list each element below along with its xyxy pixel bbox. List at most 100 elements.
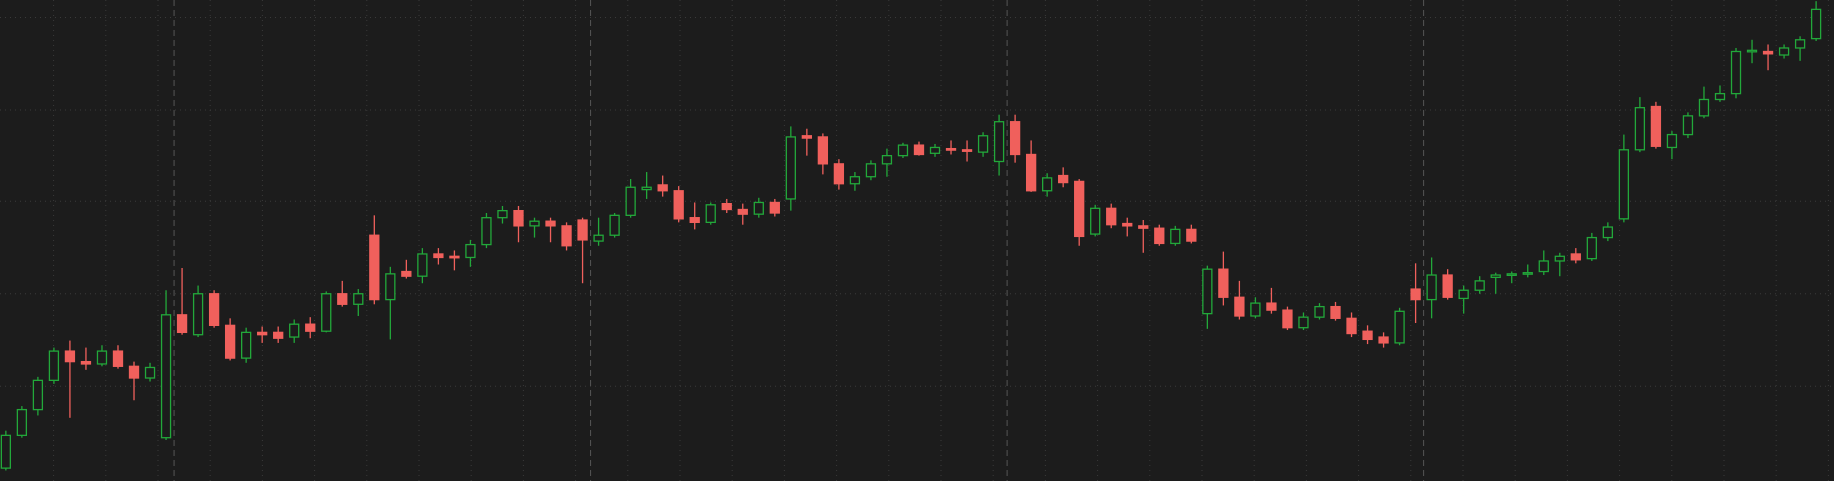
candle-body — [833, 163, 845, 185]
candle-body — [1042, 177, 1053, 192]
candle-body — [1154, 227, 1165, 245]
candle-body — [1410, 288, 1421, 301]
candle-body — [897, 144, 909, 157]
candle-body — [1346, 317, 1357, 335]
candle-body — [865, 163, 877, 178]
candle-body — [1234, 296, 1245, 317]
candle-body — [1394, 310, 1405, 344]
candle-body — [1746, 49, 1758, 53]
candle-body — [737, 208, 748, 215]
candle-body — [849, 176, 861, 185]
candle-body — [128, 365, 140, 379]
candle-body — [0, 434, 11, 469]
candle-body — [1666, 133, 1678, 149]
candle-body — [1570, 253, 1581, 261]
candle-body — [1442, 274, 1453, 298]
candle-body — [1378, 336, 1389, 344]
candle-body — [961, 149, 973, 152]
candle-body — [289, 323, 300, 338]
candle-body — [1522, 272, 1533, 275]
candle-body — [481, 217, 492, 246]
candle-body — [1202, 268, 1213, 315]
candle-body — [1618, 149, 1630, 220]
candle-body — [240, 331, 252, 359]
candle-body — [561, 225, 572, 247]
candle-body — [1090, 207, 1101, 235]
candle-body — [705, 204, 716, 224]
candle-body — [1714, 92, 1726, 101]
candle-body — [112, 350, 124, 367]
candle-body — [1426, 274, 1437, 301]
candle-body — [192, 293, 204, 336]
candle-body — [1218, 268, 1229, 298]
candle-body — [96, 350, 108, 365]
candle-body — [465, 243, 476, 259]
candle-body — [689, 217, 700, 224]
candle-body — [753, 201, 764, 215]
candle-body — [1698, 98, 1710, 117]
candle-body — [1362, 330, 1373, 341]
candle-body — [1634, 107, 1646, 151]
candle-body — [657, 184, 668, 192]
candle-body — [1778, 47, 1790, 56]
candle-body — [273, 331, 284, 339]
candle-body — [1266, 302, 1277, 311]
candle-body — [1138, 225, 1149, 229]
candle-body — [48, 350, 60, 382]
candle-body — [785, 136, 796, 200]
candle-body — [945, 147, 957, 151]
candle-body — [32, 379, 44, 411]
candle-body — [401, 270, 412, 277]
candle-body — [1170, 228, 1181, 245]
candle-body — [625, 186, 636, 216]
candle-body — [1282, 309, 1293, 329]
candle-body — [1490, 274, 1501, 279]
candle-body — [16, 408, 28, 437]
candle-body — [257, 331, 268, 336]
candle-body — [305, 323, 316, 332]
candle-body — [321, 293, 332, 332]
candle-body — [1458, 289, 1469, 300]
candle-body — [529, 220, 540, 227]
candle-body — [433, 253, 444, 259]
candle-body — [144, 366, 156, 379]
candle-body — [1074, 180, 1085, 238]
candle-body — [353, 293, 364, 305]
candle-body — [977, 135, 989, 153]
candle-body — [497, 210, 508, 219]
candle-body — [449, 255, 460, 259]
candle-body — [993, 121, 1005, 163]
candle-body — [1650, 105, 1662, 147]
candle-body — [224, 324, 236, 359]
candle-body — [577, 219, 588, 241]
candle-body — [160, 314, 172, 439]
candle-body — [1474, 280, 1485, 291]
candle-body — [609, 214, 620, 236]
candle-body — [369, 234, 380, 301]
candle-body — [1810, 8, 1822, 40]
candle-body — [1730, 50, 1742, 95]
candle-body — [64, 350, 76, 363]
candle-body — [1009, 121, 1021, 156]
candle-body — [769, 201, 780, 214]
candle-body — [1122, 222, 1133, 227]
candle-body — [80, 360, 92, 365]
candle-body — [1186, 228, 1197, 242]
candle-body — [817, 136, 829, 165]
candle-body — [1586, 236, 1597, 260]
candle-body — [1298, 316, 1309, 329]
candle-body — [1314, 305, 1325, 318]
candle-body — [1106, 207, 1117, 226]
candle-body — [1330, 305, 1341, 319]
candle-body — [1506, 273, 1517, 277]
candle-body — [513, 210, 524, 227]
candle-body — [673, 190, 684, 220]
candle-body — [1058, 174, 1069, 184]
candle-body — [1554, 255, 1565, 262]
candle-body — [593, 234, 604, 242]
candle-body — [881, 155, 893, 165]
candle-body — [385, 273, 396, 301]
